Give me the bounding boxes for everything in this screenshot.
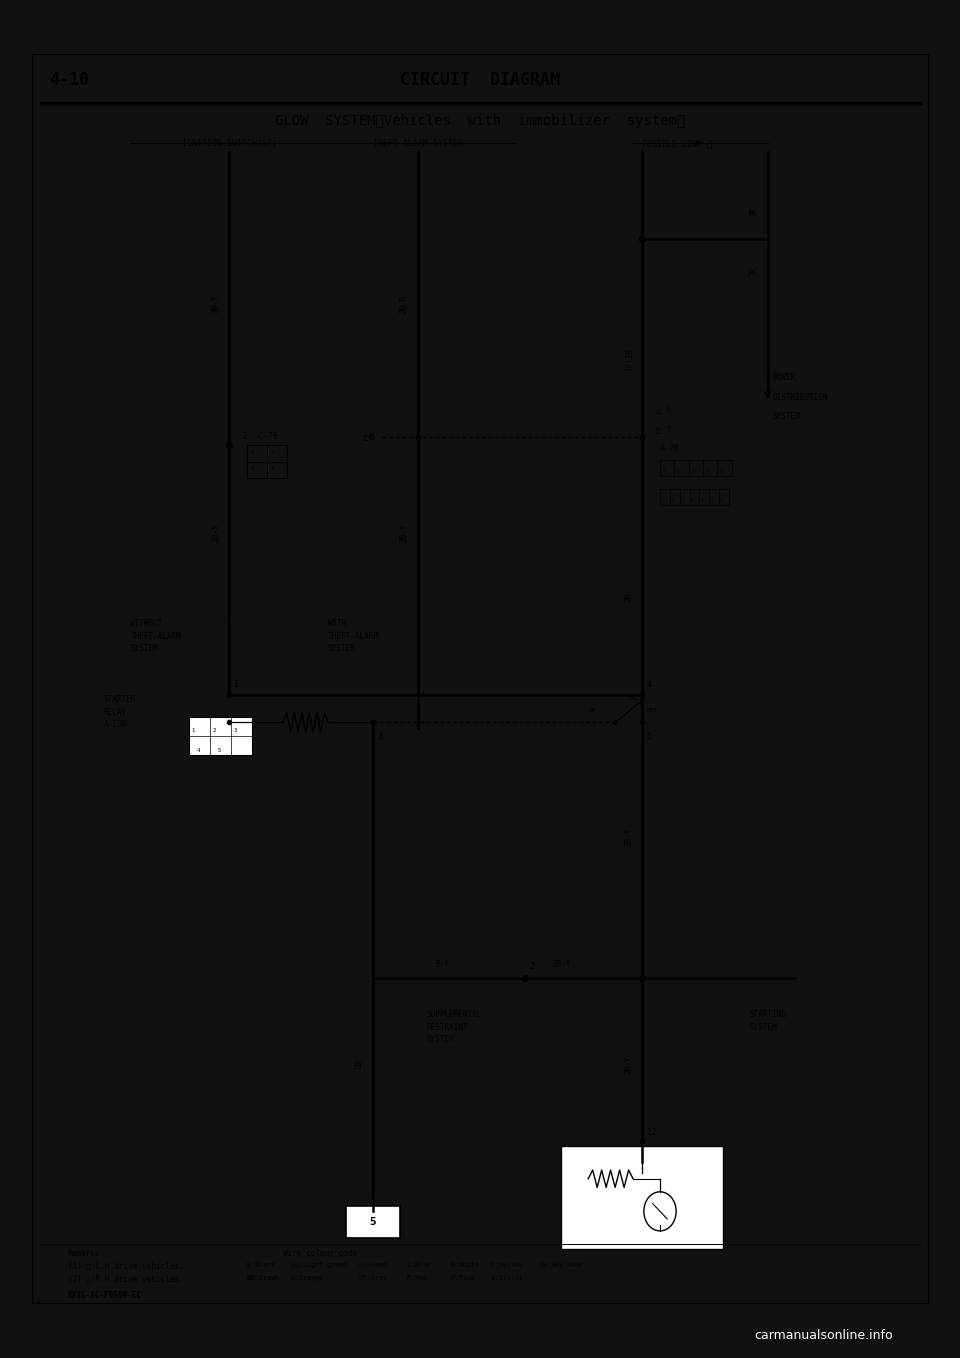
Text: OFF: OFF xyxy=(646,708,658,713)
Text: 1: 1 xyxy=(233,679,239,689)
Text: 4: 4 xyxy=(706,469,708,474)
Text: 2B-Y: 2B-Y xyxy=(624,1055,633,1074)
Bar xyxy=(189,717,252,755)
Text: Wire colour code: Wire colour code xyxy=(283,1249,357,1259)
Text: 2B-Y: 2B-Y xyxy=(624,827,633,846)
Text: □ 7: □ 7 xyxy=(656,425,670,435)
Text: 2: 2 xyxy=(530,961,535,971)
Text: △ 6: △ 6 xyxy=(656,406,670,414)
Bar xyxy=(346,1206,399,1238)
Text: 4: 4 xyxy=(197,748,200,752)
Text: FUSIBLE LINK ③: FUSIBLE LINK ③ xyxy=(642,139,712,148)
Text: 2B-Y: 2B-Y xyxy=(211,523,220,542)
Text: (F)2R: (F)2R xyxy=(624,346,633,371)
Text: GLOW  SYSTEM〈Vehicles  with  immobilizer  system〉: GLOW SYSTEM〈Vehicles with immobilizer sy… xyxy=(276,114,685,128)
Text: 3B-Y: 3B-Y xyxy=(211,295,220,314)
Text: STARTING
SYSTEM: STARTING SYSTEM xyxy=(750,1010,787,1032)
Text: 1: 1 xyxy=(251,449,254,455)
Text: BR:Brown   O:Orange         GR:Gray     R:Red      P:Pink    V:Violet: BR:Brown O:Orange GR:Gray R:Red P:Pink V… xyxy=(247,1275,523,1282)
Text: 3: 3 xyxy=(691,469,694,474)
Bar xyxy=(562,1146,723,1249)
Text: 3: 3 xyxy=(251,466,254,471)
Text: 3: 3 xyxy=(233,728,236,733)
Text: 1: 1 xyxy=(191,728,195,733)
Text: carmanualsonline.info: carmanualsonline.info xyxy=(755,1328,893,1342)
Text: □6: □6 xyxy=(364,432,374,441)
Text: 2: 2 xyxy=(671,498,673,502)
Text: 3R: 3R xyxy=(750,208,758,216)
Text: 12: 12 xyxy=(646,1128,657,1137)
Text: WITHOUT
THEFT-ALARM
SYSTEM: WITHOUT THEFT-ALARM SYSTEM xyxy=(131,619,181,653)
Text: 5: 5 xyxy=(218,748,221,752)
Text: 4: 4 xyxy=(690,498,693,502)
Text: 2B-R: 2B-R xyxy=(399,295,409,314)
Text: POWER: POWER xyxy=(772,373,795,382)
Text: 3: 3 xyxy=(377,732,382,740)
Text: 2R: 2R xyxy=(624,593,633,602)
Text: B-Y: B-Y xyxy=(436,960,449,968)
Text: ON: ON xyxy=(588,708,596,713)
Text: 3: 3 xyxy=(681,498,684,502)
Text: 7: 7 xyxy=(720,498,723,502)
Text: KX35-AC-F0509-EC: KX35-AC-F0509-EC xyxy=(67,1290,141,1300)
Text: WITH
THEFT-ALARM
SYSTEM: WITH THEFT-ALARM SYSTEM xyxy=(328,619,379,653)
Text: 3R: 3R xyxy=(750,268,758,276)
Text: 5: 5 xyxy=(370,1217,376,1228)
Text: 2: 2 xyxy=(271,449,275,455)
Text: CIRCUIT  DIAGRAM: CIRCUIT DIAGRAM xyxy=(400,71,561,88)
Text: 5: 5 xyxy=(646,732,652,740)
Text: SYSTEM: SYSTEM xyxy=(772,413,800,421)
Text: Remarks: Remarks xyxy=(67,1249,100,1259)
Text: STARTER
RELAY
A-130: STARTER RELAY A-130 xyxy=(104,695,136,729)
Text: 2  C-76: 2 C-76 xyxy=(243,432,277,441)
Text: B:Black    LG:Light green   G:Green     L:Blue     W:White   Y:Yellow    SB:Sky : B:Black LG:Light green G:Green L:Blue W:… xyxy=(247,1263,583,1268)
Text: 5: 5 xyxy=(720,469,723,474)
Text: 4: 4 xyxy=(646,679,652,689)
Text: (1) □:L.H.drive vehicles.: (1) □:L.H.drive vehicles. xyxy=(67,1263,183,1271)
Text: 2B-Y: 2B-Y xyxy=(552,960,571,968)
Text: 2B: 2B xyxy=(355,1061,364,1069)
Text: IGNITION SWITCH(ST): IGNITION SWITCH(ST) xyxy=(181,139,276,148)
Text: 1: 1 xyxy=(660,498,663,502)
Text: 4: 4 xyxy=(271,466,275,471)
Text: A-76: A-76 xyxy=(660,444,680,452)
Text: (2) △:R.H.drive vehicles.: (2) △:R.H.drive vehicles. xyxy=(67,1275,183,1285)
Text: THEFT-ALARM SYSTEM: THEFT-ALARM SYSTEM xyxy=(372,139,463,148)
Text: 2B-Y: 2B-Y xyxy=(399,523,409,542)
Text: SUPPLEMENTAL
RESTRAINT
SYSTEM: SUPPLEMENTAL RESTRAINT SYSTEM xyxy=(426,1010,482,1044)
Text: 2: 2 xyxy=(677,469,680,474)
Text: 2: 2 xyxy=(212,728,216,733)
Text: 6: 6 xyxy=(710,498,712,502)
Text: 4-10: 4-10 xyxy=(50,71,89,88)
Text: DISTRIBUTION: DISTRIBUTION xyxy=(772,392,828,402)
Text: 1: 1 xyxy=(662,469,665,474)
Text: 5: 5 xyxy=(701,498,703,502)
